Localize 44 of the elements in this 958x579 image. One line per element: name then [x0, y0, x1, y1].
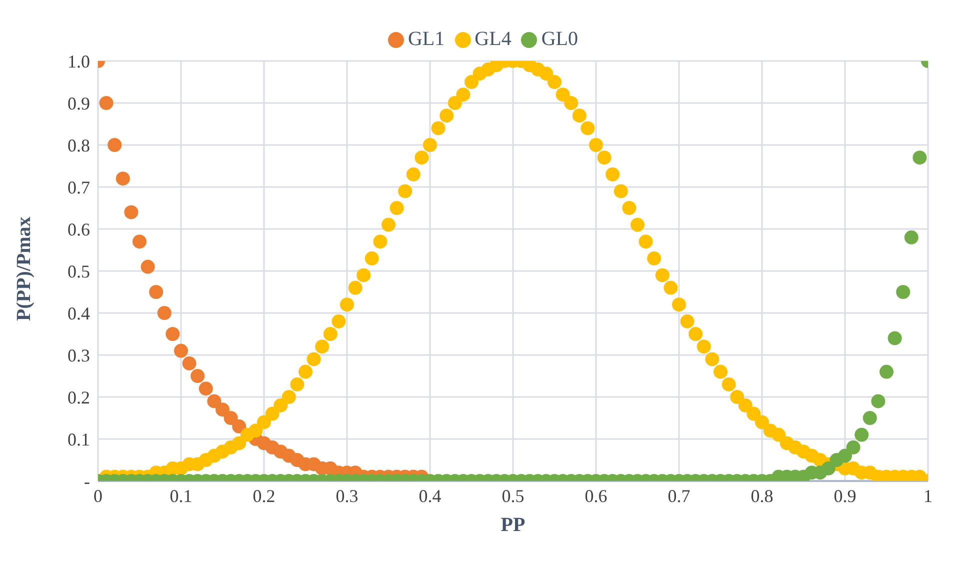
point [149, 285, 164, 299]
y-tick-label: 0.7 [68, 177, 90, 198]
y-tick-label: 0.3 [68, 345, 90, 366]
y-tick-label: 0.9 [68, 93, 90, 114]
point [232, 419, 246, 434]
point [224, 411, 238, 425]
point [132, 234, 146, 249]
x-tick-label: 0.2 [252, 486, 276, 506]
point [116, 172, 130, 186]
x-tick-label: 0.4 [418, 486, 442, 506]
y-tick-label: 0.2 [68, 387, 90, 408]
y-tick-label: - [84, 471, 90, 492]
point [182, 356, 196, 370]
y-tick-label: 0.1 [68, 429, 90, 450]
x-axis-title: PP [500, 514, 526, 536]
point [216, 402, 230, 417]
point [108, 138, 122, 152]
point [157, 306, 172, 320]
x-tick-label: 1 [924, 486, 932, 506]
y-tick-label: 0.8 [68, 135, 90, 156]
x-tick-label: 0.7 [668, 486, 690, 506]
x-tick-label: 0.9 [834, 486, 856, 506]
y-axis-title: P(PP)/Pmax [13, 216, 36, 321]
x-tick-label: 0.5 [502, 486, 524, 506]
x-tick-label: 0.3 [336, 486, 358, 506]
point [124, 205, 138, 220]
y-tick-label: 0.6 [68, 219, 90, 240]
y-tick-label: 1.0 [68, 51, 90, 72]
x-tick-label: 0 [94, 486, 102, 506]
x-tick-label: 0.6 [584, 486, 608, 506]
point [99, 96, 114, 110]
y-tick-label: 0.5 [68, 261, 90, 282]
point [207, 394, 222, 408]
y-tick-label: 0.4 [68, 303, 90, 324]
point [140, 260, 155, 274]
point [190, 369, 205, 383]
point [166, 327, 180, 341]
legend-label: GL4 [474, 28, 512, 50]
point [174, 344, 188, 358]
x-tick-label: 0.1 [170, 486, 192, 506]
legend-label: GL1 [408, 28, 445, 50]
point [198, 382, 213, 396]
legend-label: GL0 [541, 28, 578, 50]
x-tick-label: 0.8 [750, 486, 774, 506]
